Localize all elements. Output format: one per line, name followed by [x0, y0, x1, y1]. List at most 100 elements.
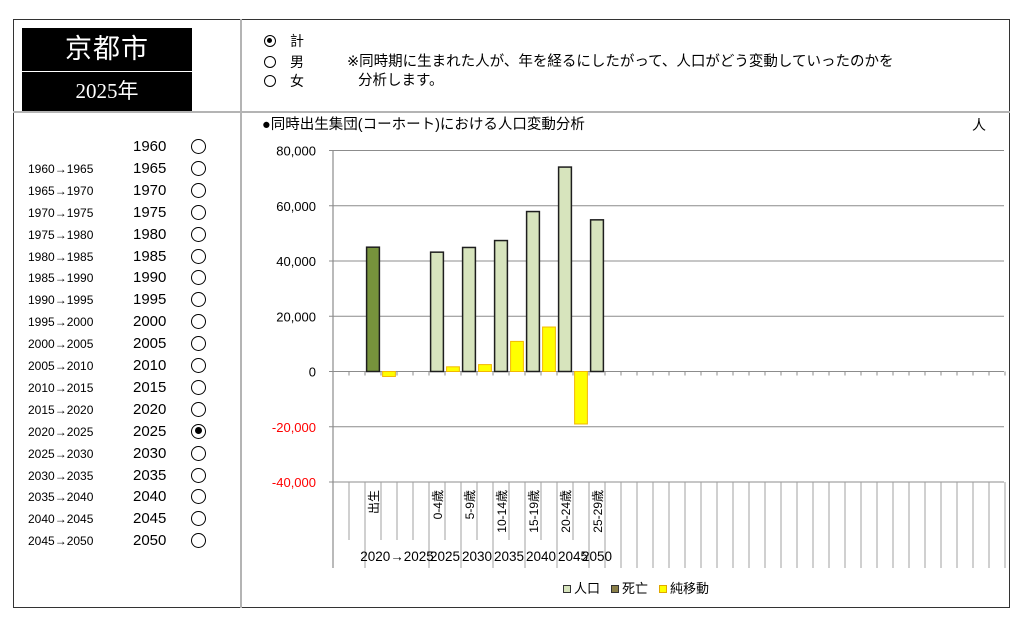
- year-radio[interactable]: [191, 226, 206, 242]
- gender-radio-female[interactable]: [264, 75, 276, 87]
- year-radio[interactable]: [191, 401, 206, 417]
- bar-population: [589, 219, 605, 373]
- period-label: 1960→1965: [28, 161, 94, 176]
- category-group-label: 2050: [582, 549, 612, 564]
- period-label: 2045→2050: [28, 534, 94, 549]
- outer-frame: [13, 19, 1010, 608]
- bar-population: [365, 246, 381, 373]
- year-row[interactable]: 2015→2020 2020: [14, 399, 240, 421]
- note-line-1: ※同時期に生まれた人が、年を経るにしたがって、人口がどう変動していったのかを: [347, 54, 894, 70]
- year-radio[interactable]: [191, 379, 206, 395]
- note-line-2: 分析します。: [358, 73, 444, 89]
- period-label: 1995→2000: [28, 315, 94, 330]
- year-label: 1960: [133, 138, 167, 155]
- year-label: 1990: [133, 269, 167, 287]
- year-row[interactable]: 2000→2005 2005: [14, 333, 240, 355]
- period-label: 1985→1990: [28, 271, 94, 286]
- y-tick-label: 60,000: [276, 199, 316, 214]
- year-radio[interactable]: [191, 533, 206, 549]
- period-label: 1980→1985: [28, 249, 94, 264]
- gender-label-male: 男: [290, 54, 304, 70]
- bar-net-migration: [574, 371, 588, 425]
- year-radio[interactable]: [191, 139, 206, 154]
- category-label: 25-29歳: [591, 490, 605, 533]
- legend-marker-icon: [611, 585, 620, 593]
- y-tick-label: 0: [309, 365, 316, 380]
- year-radio[interactable]: [191, 182, 206, 198]
- year-row[interactable]: 2035→2040 2040: [14, 486, 240, 508]
- year-label: 2020: [133, 400, 167, 418]
- period-label: 2025→2030: [28, 446, 94, 461]
- year-radio[interactable]: [191, 248, 206, 264]
- year-radio[interactable]: [191, 511, 206, 527]
- legend-label: 死亡: [622, 581, 649, 596]
- period-label: 2015→2020: [28, 402, 94, 417]
- year-label: 2050: [133, 532, 167, 550]
- year-row[interactable]: 1985→1990 1990: [14, 267, 240, 289]
- bar-net-migration: [382, 371, 396, 377]
- year-row[interactable]: 1960: [14, 136, 240, 158]
- legend-item-population: 人口: [563, 581, 600, 597]
- gender-option-total[interactable]: 計: [264, 32, 304, 50]
- y-tick-label: 20,000: [276, 309, 316, 324]
- year-label: 2015: [133, 378, 167, 396]
- year-radio[interactable]: [191, 358, 206, 373]
- period-label: 1965→1970: [28, 183, 94, 198]
- year-radio[interactable]: [191, 445, 206, 461]
- legend-item-net-migration: 純移動: [659, 581, 709, 597]
- bar-population: [493, 239, 509, 373]
- year-row[interactable]: 1965→1970 1970: [14, 180, 240, 202]
- bar-population: [429, 251, 445, 373]
- year-radio[interactable]: [191, 160, 206, 176]
- year-row[interactable]: 2005→2010 2010: [14, 355, 240, 377]
- year-row[interactable]: 2020→2025 2025: [14, 421, 240, 443]
- year-row[interactable]: 2045→2050 2050: [14, 530, 240, 552]
- vertical-divider: [240, 19, 242, 608]
- year-row[interactable]: 1980→1985 1985: [14, 246, 240, 268]
- year-radio[interactable]: [191, 314, 206, 330]
- period-label: 1975→1980: [28, 227, 94, 242]
- year-label: 2005: [133, 335, 167, 353]
- year-radio[interactable]: [191, 489, 206, 505]
- legend-marker-icon: [659, 585, 668, 593]
- year-row[interactable]: 2040→2045 2045: [14, 508, 240, 530]
- year-label: 1985: [133, 247, 167, 265]
- year-radio[interactable]: [191, 467, 206, 483]
- year-row[interactable]: 2030→2035 2035: [14, 465, 240, 487]
- year-row[interactable]: 1960→1965 1965: [14, 158, 240, 180]
- year-row[interactable]: 2010→2015 2015: [14, 377, 240, 399]
- year-radio[interactable]: [191, 336, 206, 352]
- category-group-label: 2040: [526, 549, 556, 564]
- year-label: 1975: [133, 203, 167, 221]
- year-row[interactable]: 1995→2000 2000: [14, 311, 240, 333]
- year-label: 1995: [133, 291, 167, 309]
- gender-radio-total[interactable]: [264, 35, 276, 47]
- year-radio[interactable]: [191, 204, 206, 220]
- year-row[interactable]: 1975→1980 1980: [14, 224, 240, 246]
- year-radio[interactable]: [191, 423, 206, 439]
- year-label: 1965: [133, 159, 167, 177]
- horizontal-divider: [13, 111, 1010, 113]
- year-label: 2040: [133, 488, 167, 506]
- legend-label: 人口: [574, 581, 601, 596]
- gender-option-male[interactable]: 男: [264, 53, 304, 71]
- category-label: 15-19歳: [527, 490, 541, 533]
- period-label: 2035→2040: [28, 490, 94, 505]
- gender-option-female[interactable]: 女: [264, 72, 304, 90]
- bar-population: [525, 210, 541, 373]
- year-label: 2010: [133, 357, 167, 374]
- y-tick-label: -20,000: [272, 420, 316, 435]
- category-label: 出生: [367, 490, 381, 514]
- year-radio[interactable]: [191, 292, 206, 308]
- year-row[interactable]: 1990→1995 1995: [14, 289, 240, 311]
- year-radio[interactable]: [191, 270, 206, 286]
- year-row[interactable]: 1970→1975 1975: [14, 202, 240, 224]
- chart-unit: 人: [972, 117, 986, 133]
- bar-net-migration: [542, 326, 556, 372]
- year-row[interactable]: 2025→2030 2030: [14, 443, 240, 465]
- period-label: 1990→1995: [28, 293, 94, 308]
- legend-label: 純移動: [670, 581, 710, 596]
- gender-radio-male[interactable]: [264, 56, 276, 68]
